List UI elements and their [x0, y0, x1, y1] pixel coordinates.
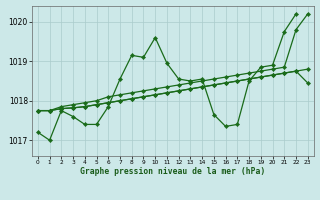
X-axis label: Graphe pression niveau de la mer (hPa): Graphe pression niveau de la mer (hPa)	[80, 167, 265, 176]
